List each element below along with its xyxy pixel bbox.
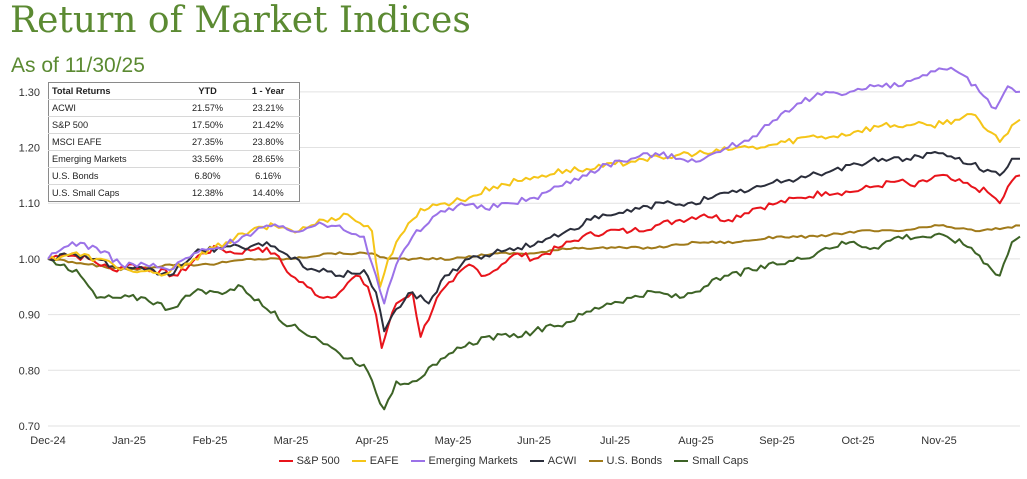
series-line-eafe	[47, 113, 1021, 288]
x-tick-label: Sep-25	[759, 435, 794, 447]
legend-label: EAFE	[369, 455, 399, 467]
series-lines	[47, 66, 1021, 411]
row-name: MSCI EAFE	[48, 133, 178, 151]
y-tick-label: 1.00	[19, 254, 40, 266]
row-ytd: 33.56%	[177, 150, 238, 168]
x-tick-label: May-25	[435, 435, 472, 447]
x-tick-label: Jan-25	[112, 435, 146, 447]
row-ytd: 17.50%	[177, 116, 238, 134]
row-name: ACWI	[48, 99, 178, 117]
header-ytd: YTD	[177, 82, 238, 100]
legend-swatch	[529, 460, 544, 462]
legend-item: U.S. Bonds	[588, 455, 663, 467]
legend-label: U.S. Bonds	[606, 455, 663, 467]
x-tick-label: Jun-25	[517, 435, 551, 447]
y-tick-label: 1.30	[19, 87, 40, 99]
y-tick-label: 0.80	[19, 365, 40, 377]
x-tick-label: Feb-25	[193, 435, 228, 447]
row-name: Emerging Markets	[48, 150, 178, 168]
returns-table-header: Total Returns YTD 1 - Year	[48, 82, 300, 100]
legend-label: ACWI	[547, 455, 577, 467]
row-ytd: 6.80%	[177, 167, 238, 185]
x-tick-label: Jul-25	[600, 435, 630, 447]
table-row: U.S. Bonds 6.80% 6.16%	[48, 167, 300, 185]
x-axis: Dec-24 Jan-25 Feb-25 Mar-25 Apr-25 May-25 Jun-…	[30, 435, 956, 447]
row-name: U.S. Bonds	[48, 167, 178, 185]
legend-label: Small Caps	[692, 455, 749, 467]
legend-item: ACWI	[529, 455, 577, 467]
y-tick-label: 1.10	[19, 198, 40, 210]
table-row: ACWI 21.57% 23.21%	[48, 99, 300, 117]
chart-title: Return of Market Indices	[10, 0, 471, 41]
row-one-year: 21.42%	[237, 116, 300, 134]
row-name: S&P 500	[48, 116, 178, 134]
chart-subtitle: As of 11/30/25	[11, 54, 145, 77]
row-name: U.S. Small Caps	[52, 188, 120, 198]
header-one-year: 1 - Year	[237, 82, 300, 100]
y-axis: 0.70 0.80 0.90 1.00 1.10 1.20 1.30	[19, 87, 40, 433]
legend-swatch	[351, 460, 366, 462]
row-ytd: 12.38%	[191, 188, 224, 198]
table-row: Emerging Markets 33.56% 28.65%	[48, 150, 300, 168]
legend-swatch	[674, 460, 689, 462]
row-one-year: 23.21%	[237, 99, 300, 117]
table-row: U.S. Small Caps 12.38% 14.40%	[49, 185, 300, 202]
x-tick-label: Apr-25	[355, 435, 388, 447]
x-tick-label: Aug-25	[678, 435, 713, 447]
x-tick-label: Oct-25	[841, 435, 874, 447]
row-one-year: 28.65%	[237, 150, 300, 168]
returns-table: Total Returns YTD 1 - Year ACWI 21.57% 2…	[48, 82, 300, 202]
series-line-small-caps	[47, 232, 1021, 411]
legend-item: EAFE	[351, 455, 399, 467]
legend-swatch	[278, 460, 293, 462]
legend-label: Emerging Markets	[428, 455, 518, 467]
x-tick-label: Mar-25	[274, 435, 309, 447]
series-line-u-s-bonds	[47, 224, 1021, 272]
legend-label: S&P 500	[296, 455, 340, 467]
legend-item: Small Caps	[674, 455, 748, 467]
x-tick-label: Nov-25	[921, 435, 956, 447]
row-ytd: 27.35%	[177, 133, 238, 151]
y-tick-label: 0.90	[19, 310, 40, 322]
series-line-s-p-500	[47, 173, 1021, 349]
legend-swatch	[410, 460, 425, 462]
row-one-year: 6.16%	[237, 167, 300, 185]
table-row: S&P 500 17.50% 21.42%	[48, 116, 300, 134]
y-tick-label: 0.70	[19, 421, 40, 433]
row-one-year: 14.40%	[252, 188, 284, 198]
chart-legend: S&P 500 EAFE Emerging Markets ACWI U.S. Bond…	[0, 455, 1027, 467]
y-tick-label: 1.20	[19, 143, 40, 155]
legend-item: Emerging Markets	[410, 455, 518, 467]
table-row: MSCI EAFE 27.35% 23.80%	[48, 133, 300, 151]
row-ytd: 21.57%	[177, 99, 238, 117]
legend-item: S&P 500	[278, 455, 340, 467]
row-one-year: 23.80%	[237, 133, 300, 151]
x-tick-label: Dec-24	[30, 435, 65, 447]
header-total-returns: Total Returns	[48, 82, 178, 100]
series-line-emerging-markets	[47, 66, 1021, 305]
legend-swatch	[588, 460, 603, 462]
